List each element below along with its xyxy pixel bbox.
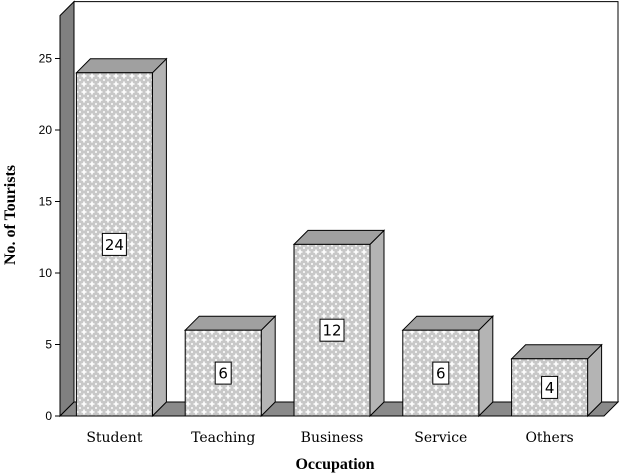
data-label-box bbox=[432, 361, 450, 385]
y-tick-label: 0 bbox=[45, 409, 52, 423]
data-label-box bbox=[101, 232, 127, 256]
x-axis-title: Occupation bbox=[295, 456, 374, 473]
data-label-box bbox=[541, 375, 559, 399]
data-label-box bbox=[319, 318, 345, 342]
bar-teaching: 6 bbox=[183, 314, 277, 418]
bar-service: 6 bbox=[401, 314, 495, 418]
y-tick-label: 25 bbox=[39, 52, 53, 66]
side-wall bbox=[59, 0, 75, 418]
bar-business: 12 bbox=[292, 229, 386, 418]
bar-side-face bbox=[151, 57, 167, 418]
data-label-box bbox=[214, 361, 232, 385]
bar-others: 4 bbox=[510, 343, 603, 418]
y-tick-label: 10 bbox=[39, 266, 53, 280]
y-tick-label: 5 bbox=[45, 338, 52, 352]
x-tick-label: Business bbox=[301, 430, 364, 446]
x-tick-label: Student bbox=[86, 430, 142, 446]
bars-group: 24 6 12 6 4 bbox=[75, 57, 603, 418]
bar-top-face bbox=[292, 229, 386, 245]
bar-top-face bbox=[75, 58, 168, 74]
x-tick-label: Service bbox=[414, 430, 467, 446]
bar-side-face bbox=[260, 314, 276, 418]
bar-student: 24 bbox=[75, 57, 168, 418]
y-axis: 0 5 10 15 20 25 bbox=[39, 15, 61, 423]
x-axis: Student Teaching Business Service Others bbox=[86, 430, 573, 446]
bar-side-face bbox=[369, 229, 385, 418]
bar-top-face bbox=[401, 315, 495, 331]
y-axis-title: No. of Tourists bbox=[2, 165, 19, 265]
bar-top-face bbox=[510, 344, 603, 360]
data-label: 24 bbox=[105, 236, 124, 254]
data-label: 12 bbox=[322, 322, 341, 340]
x-tick-label: Teaching bbox=[191, 430, 255, 446]
bar-side-face bbox=[478, 314, 494, 418]
y-tick-label: 15 bbox=[39, 195, 53, 209]
data-label: 6 bbox=[218, 365, 228, 383]
x-tick-label: Others bbox=[525, 430, 573, 446]
data-label: 4 bbox=[545, 379, 555, 397]
y-tick-label: 20 bbox=[39, 123, 53, 137]
data-label: 6 bbox=[436, 365, 446, 383]
bar-top-face bbox=[183, 315, 277, 331]
